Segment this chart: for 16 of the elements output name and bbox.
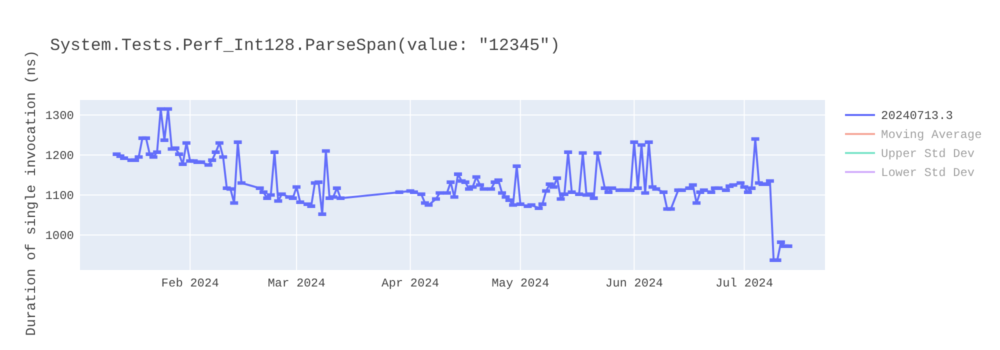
y-tick-label: 1200 [45,148,74,163]
legend-label: Upper Std Dev [881,147,975,161]
y-tick-label: 1300 [45,108,74,123]
x-tick-label: Jul 2024 [715,276,774,291]
y-tick-label: 1100 [45,188,74,203]
legend-label: Lower Std Dev [881,166,975,180]
x-tick-label: Mar 2024 [268,276,326,291]
legend-label: Moving Average [881,128,982,142]
x-tick-label: Jun 2024 [605,276,663,291]
y-axis-title: Duration of single invocation (ns) [24,50,40,336]
y-tick-label: 1000 [45,228,74,243]
x-tick-label: May 2024 [492,276,550,291]
x-tick-label: Feb 2024 [161,276,219,291]
x-tick-label: Apr 2024 [381,276,440,291]
legend-label: 20240713.3 [881,109,954,123]
chart-title: System.Tests.Perf_Int128.ParseSpan(value: "12345") [50,37,560,56]
